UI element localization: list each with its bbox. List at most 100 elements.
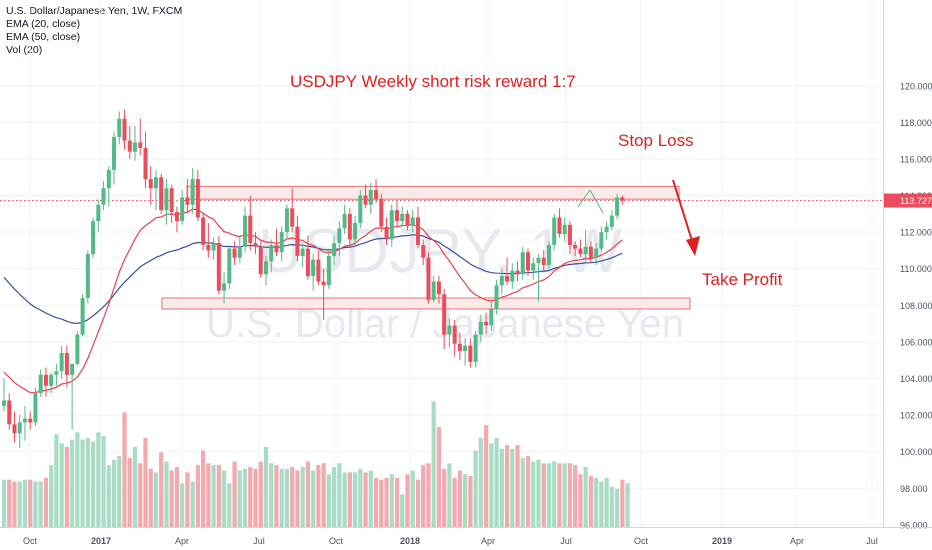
candle [510, 263, 515, 289]
candle [279, 226, 284, 262]
candle-body [216, 243, 221, 291]
candle [143, 131, 148, 189]
candle [541, 250, 546, 273]
stop-loss-zone [186, 185, 680, 200]
candle [106, 166, 111, 207]
candle [264, 255, 268, 286]
volume-bar [127, 457, 132, 527]
volume-bar [567, 463, 573, 527]
candle [112, 131, 117, 185]
candle-body [415, 217, 420, 245]
y-tick-label: 100.000 [900, 447, 932, 457]
candle-body [243, 215, 248, 247]
volume-bar [557, 463, 562, 527]
candle-body [12, 424, 17, 434]
candle-body [583, 246, 588, 255]
volume-bar [499, 448, 504, 527]
candle-body [379, 199, 384, 227]
candle [473, 330, 478, 368]
candle-body [269, 244, 274, 262]
volume-bar [253, 468, 258, 527]
candle-body [138, 142, 143, 148]
y-tick-label: 118.000 [900, 118, 932, 128]
volume-bar [578, 474, 583, 527]
candle [431, 276, 436, 302]
candle [148, 166, 153, 205]
volume-bar [379, 479, 384, 527]
candle [85, 250, 90, 304]
volume-bar [463, 474, 468, 527]
volume-bar [12, 481, 17, 527]
volume-bar [520, 457, 525, 527]
candle [201, 213, 206, 251]
arrow-line [672, 179, 694, 245]
volume-bar [59, 443, 64, 527]
candle [426, 252, 431, 304]
x-tick-label: Jul [253, 536, 265, 546]
candle-body [531, 263, 536, 271]
volume-bar [7, 479, 12, 527]
candle [583, 230, 588, 262]
volume-bar [489, 443, 494, 527]
volume-bar [457, 470, 462, 527]
candle-body [588, 246, 593, 258]
candle-body [143, 147, 148, 180]
volume-bar [227, 483, 232, 527]
candle [478, 314, 483, 342]
volume-bar [483, 425, 489, 527]
volume-bar [316, 465, 321, 527]
candle-body [515, 270, 520, 275]
candle [153, 169, 158, 211]
candle [494, 279, 499, 315]
candle-body [321, 281, 326, 286]
volume-bar [263, 446, 269, 527]
candle [54, 363, 59, 386]
candle-body [54, 371, 59, 375]
x-tick-label: Oct [23, 536, 38, 546]
candle-body [395, 210, 399, 222]
y-tick-label: 106.000 [900, 337, 932, 347]
candle-body [253, 243, 258, 247]
candle-body [494, 285, 499, 309]
candle [75, 330, 80, 366]
candle [520, 246, 525, 280]
take-profit-zone [161, 297, 691, 310]
price-label-box [884, 193, 932, 208]
candle [620, 195, 625, 205]
candle-body [363, 195, 368, 205]
volume-bar [510, 448, 515, 527]
candle [101, 180, 106, 211]
annotations: USDJPY Weekly short risk reward 1:7 Stop… [290, 72, 783, 289]
volume-bar [552, 461, 557, 527]
volume-bar [206, 463, 211, 527]
volume-bar [1, 479, 7, 527]
candle [463, 338, 468, 366]
candle-body [609, 215, 614, 227]
candle-body [33, 393, 38, 423]
candle-body [567, 224, 572, 245]
candle [389, 204, 394, 247]
y-tick-label: 112.000 [900, 228, 932, 238]
candle-body [578, 248, 583, 255]
candle-body [468, 345, 473, 363]
volume-bar [248, 466, 253, 527]
volume-bar [352, 472, 358, 527]
candle-body [484, 321, 489, 326]
y-tick-label: 108.000 [900, 301, 932, 311]
candle [96, 199, 101, 233]
drawn-trendline [577, 189, 591, 208]
volume-bar [33, 481, 38, 527]
candle [421, 239, 426, 266]
volume-bar [164, 461, 169, 527]
candle [180, 190, 185, 225]
volume-bar [541, 463, 546, 527]
candle-body [436, 281, 441, 295]
volume-bar [442, 468, 447, 527]
candle [248, 195, 253, 251]
candle-body [421, 244, 426, 258]
volume-bar [232, 461, 237, 527]
volume-bar [96, 432, 101, 527]
candle [243, 206, 248, 253]
candle-body [248, 215, 253, 244]
